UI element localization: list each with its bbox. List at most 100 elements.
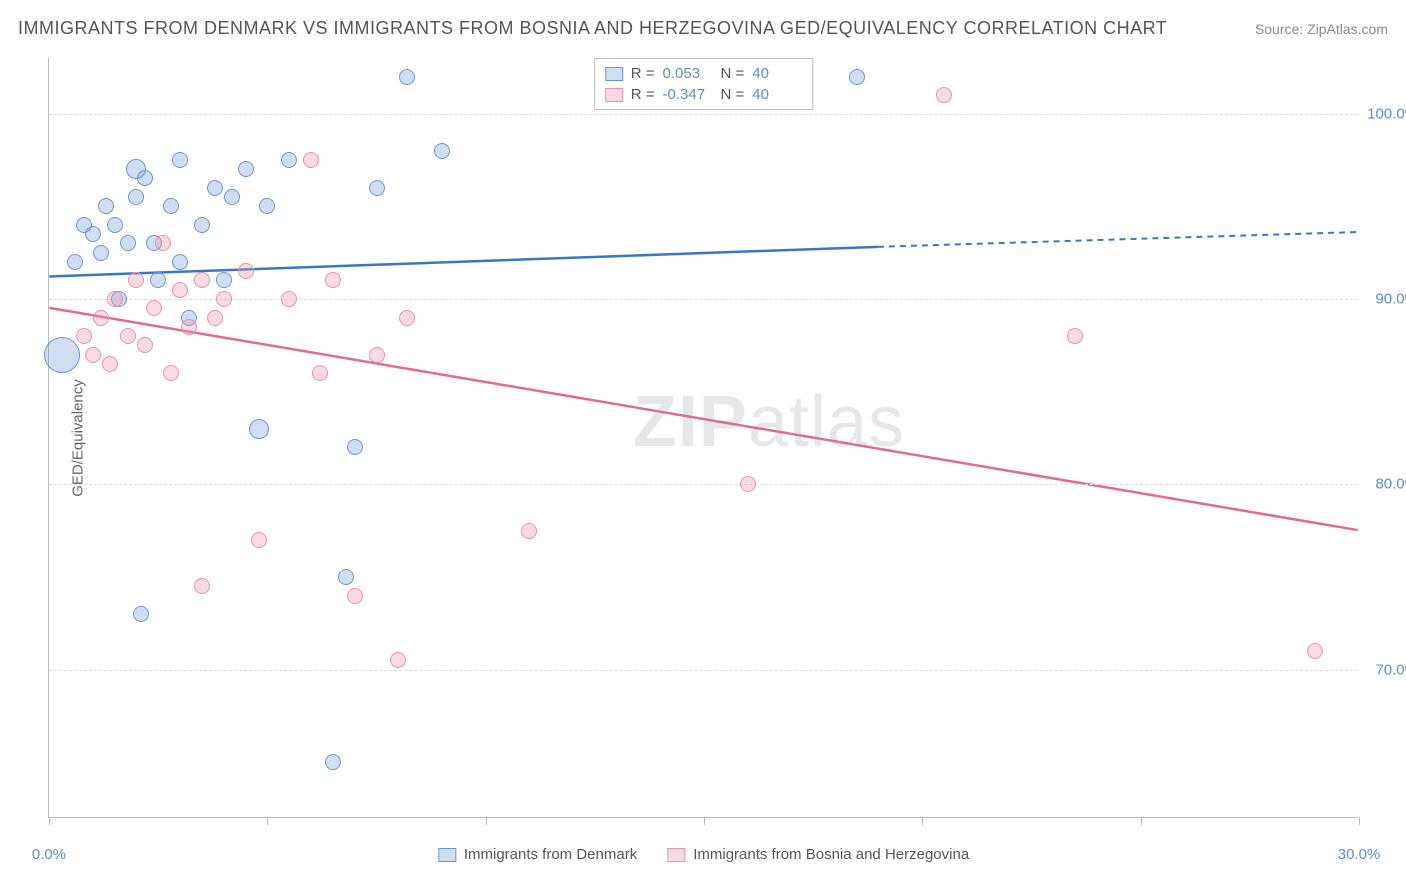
data-point [1307,643,1323,659]
x-tick [486,817,487,825]
legend-n-label: N = [721,84,745,105]
legend-swatch [605,88,623,102]
data-point [390,652,406,668]
data-point [93,310,109,326]
data-point [303,152,319,168]
legend-swatch [605,67,623,81]
data-point [347,588,363,604]
data-point [172,152,188,168]
data-point [85,226,101,242]
x-tick [704,817,705,825]
data-point [238,161,254,177]
title-bar: IMMIGRANTS FROM DENMARK VS IMMIGRANTS FR… [18,18,1388,39]
data-point [249,419,269,439]
x-tick [267,817,268,825]
gridline-h [49,114,1358,115]
plot-area: ZIPatlas GED/Equivalency R =0.053N =40R … [48,58,1358,818]
data-point [133,606,149,622]
gridline-h [49,484,1358,485]
data-point [369,347,385,363]
legend-stats-row: R = -0.347 N = 40 [605,84,803,105]
data-point [281,291,297,307]
chart-title: IMMIGRANTS FROM DENMARK VS IMMIGRANTS FR… [18,18,1167,39]
data-point [137,337,153,353]
data-point [338,569,354,585]
data-point [172,282,188,298]
legend-swatch [667,848,685,862]
data-point [194,272,210,288]
legend-swatch [438,848,456,862]
data-point [281,152,297,168]
data-point [399,310,415,326]
data-point [238,263,254,279]
y-tick-label: 100.0% [1367,105,1406,122]
legend-r-value: -0.347 [663,84,713,105]
data-point [128,189,144,205]
data-point [44,337,80,373]
data-point [155,235,171,251]
gridline-h [49,670,1358,671]
chart-source: Source: ZipAtlas.com [1255,21,1388,37]
gridline-h [49,299,1358,300]
legend-series-label: Immigrants from Denmark [464,846,637,863]
legend-r-label: R = [631,84,655,105]
data-point [181,319,197,335]
data-point [207,310,223,326]
trend-line-extrapolated [878,232,1358,247]
data-point [93,245,109,261]
y-tick-label: 70.0% [1375,661,1406,678]
x-tick [49,817,50,825]
data-point [163,365,179,381]
data-point [369,180,385,196]
data-point [399,69,415,85]
data-point [163,198,179,214]
data-point [936,87,952,103]
data-point [434,143,450,159]
x-tick-label: 0.0% [32,846,66,863]
legend-series-label: Immigrants from Bosnia and Herzegovina [693,846,969,863]
data-point [194,578,210,594]
legend-stats-box: R = 0.053 N = 40 R = -0.347 N = 40 [594,58,814,110]
chart-container: IMMIGRANTS FROM DENMARK VS IMMIGRANTS FR… [0,0,1406,892]
legend-series-item: Immigrants from Bosnia and Herzegovina [667,846,969,863]
data-point [325,272,341,288]
legend-series-item: Immigrants from Denmark [438,846,637,863]
data-point [216,272,232,288]
y-tick-label: 80.0% [1375,476,1406,493]
data-point [347,439,363,455]
data-point [98,198,114,214]
data-point [224,189,240,205]
data-point [194,217,210,233]
data-point [120,235,136,251]
data-point [1067,328,1083,344]
x-tick-label: 30.0% [1338,846,1381,863]
x-tick [1359,817,1360,825]
legend-series: Immigrants from Denmark Immigrants from B… [438,846,969,863]
data-point [120,328,136,344]
data-point [172,254,188,270]
x-tick [922,817,923,825]
data-point [849,69,865,85]
data-point [107,217,123,233]
data-point [150,272,166,288]
data-point [67,254,83,270]
legend-r-value: 0.053 [663,63,713,84]
data-point [251,532,267,548]
data-point [325,754,341,770]
data-point [521,523,537,539]
data-point [137,170,153,186]
trend-line [49,308,1357,530]
data-point [259,198,275,214]
x-tick [1141,817,1142,825]
data-point [107,291,123,307]
data-point [76,328,92,344]
data-point [146,300,162,316]
legend-stats-row: R = 0.053 N = 40 [605,63,803,84]
data-point [740,476,756,492]
data-point [216,291,232,307]
legend-n-label: N = [721,63,745,84]
data-point [85,347,101,363]
legend-r-label: R = [631,63,655,84]
legend-n-value: 40 [752,63,802,84]
legend-n-value: 40 [752,84,802,105]
